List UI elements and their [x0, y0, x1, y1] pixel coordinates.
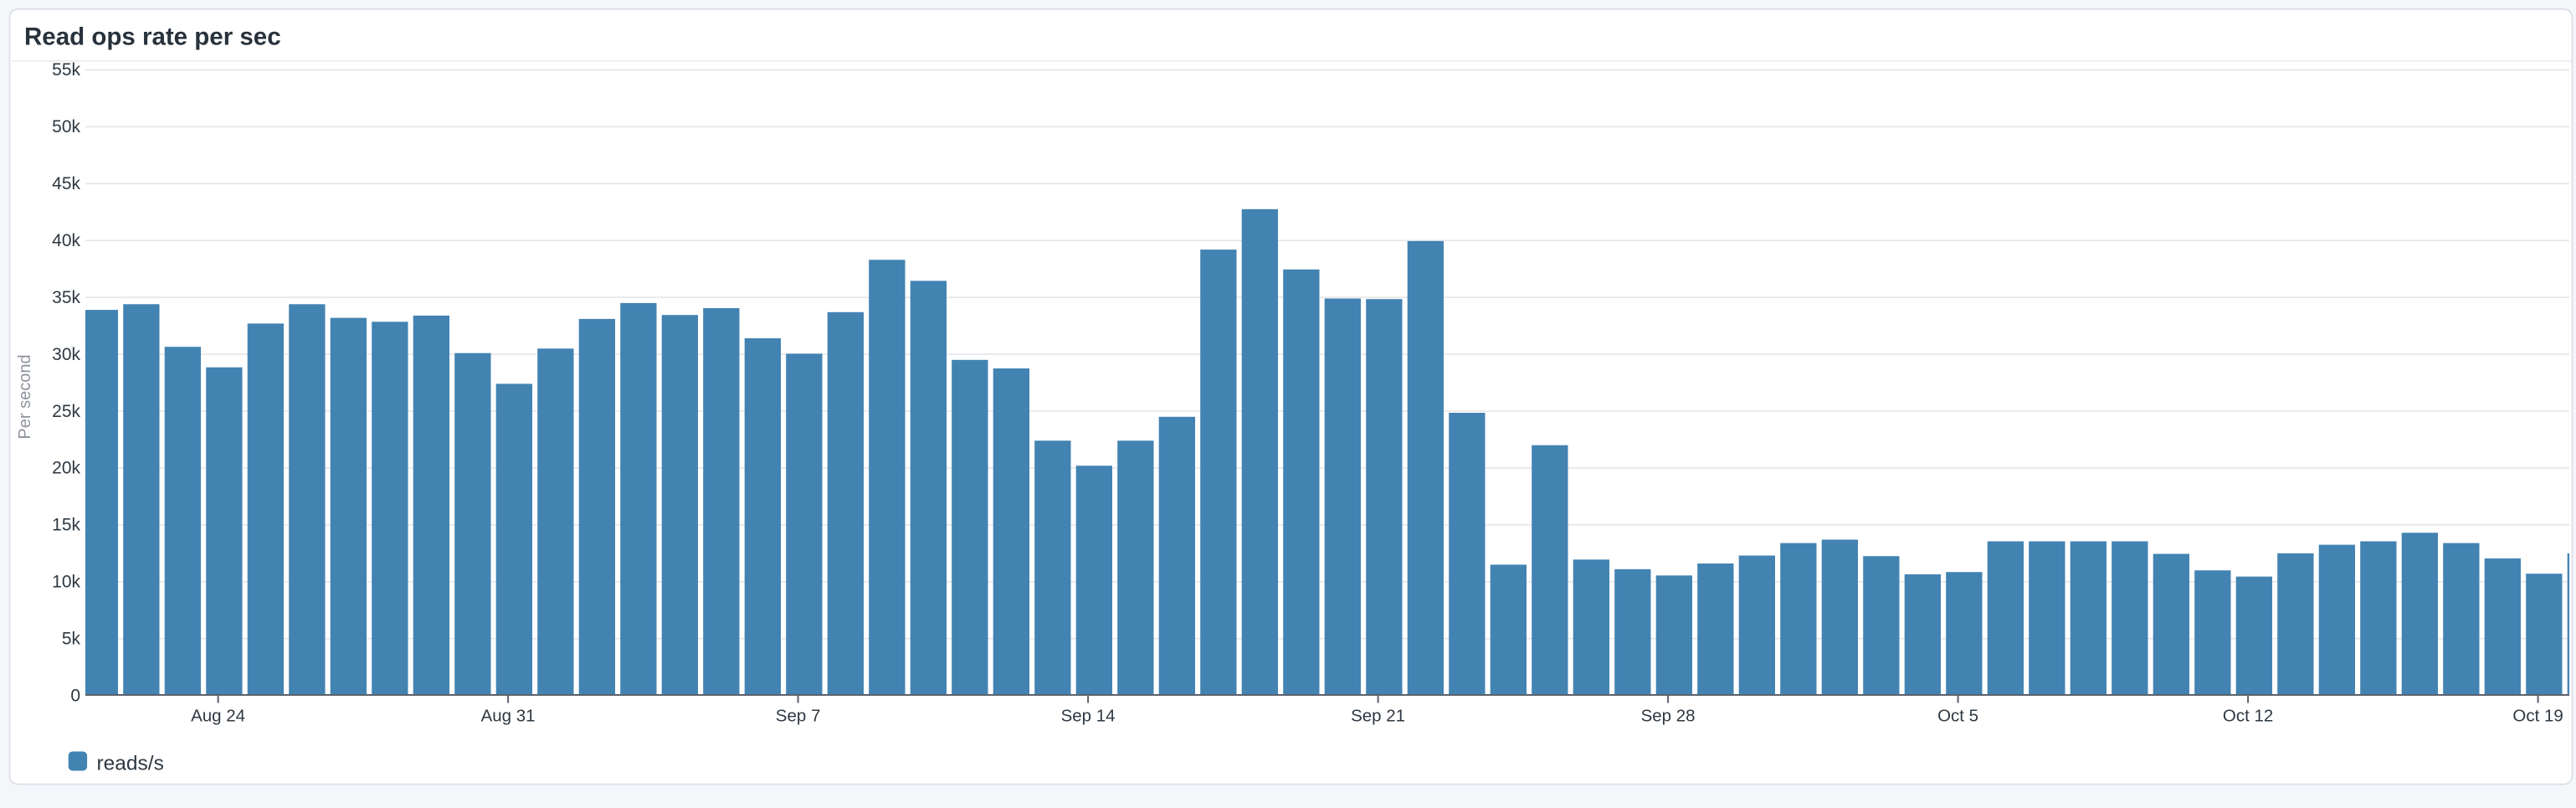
svg-text:10k: 10k — [52, 573, 80, 592]
svg-text:30k: 30k — [52, 345, 80, 364]
svg-text:Oct 5: Oct 5 — [1937, 706, 1978, 725]
svg-text:Oct 19: Oct 19 — [2512, 706, 2563, 725]
svg-text:Aug 24: Aug 24 — [191, 706, 245, 725]
svg-text:Sep 14: Sep 14 — [1061, 706, 1116, 725]
svg-text:Sep 21: Sep 21 — [1351, 706, 1405, 725]
svg-text:45k: 45k — [52, 174, 80, 193]
svg-text:55k: 55k — [52, 60, 80, 80]
svg-text:Sep 7: Sep 7 — [776, 706, 821, 725]
svg-text:5k: 5k — [62, 630, 81, 649]
svg-text:Sep 28: Sep 28 — [1641, 706, 1696, 725]
svg-text:35k: 35k — [52, 288, 80, 307]
svg-text:Read ops rate per sec: Read ops rate per sec — [24, 23, 281, 51]
svg-text:reads/s: reads/s — [97, 753, 164, 775]
svg-text:40k: 40k — [52, 231, 80, 250]
svg-text:0: 0 — [70, 686, 80, 705]
svg-text:Aug 31: Aug 31 — [481, 706, 536, 725]
svg-text:15k: 15k — [52, 516, 80, 535]
svg-text:Per second: Per second — [16, 354, 34, 439]
svg-text:25k: 25k — [52, 402, 80, 421]
svg-text:Oct 12: Oct 12 — [2223, 706, 2273, 725]
svg-text:20k: 20k — [52, 459, 80, 478]
svg-text:50k: 50k — [52, 117, 80, 136]
